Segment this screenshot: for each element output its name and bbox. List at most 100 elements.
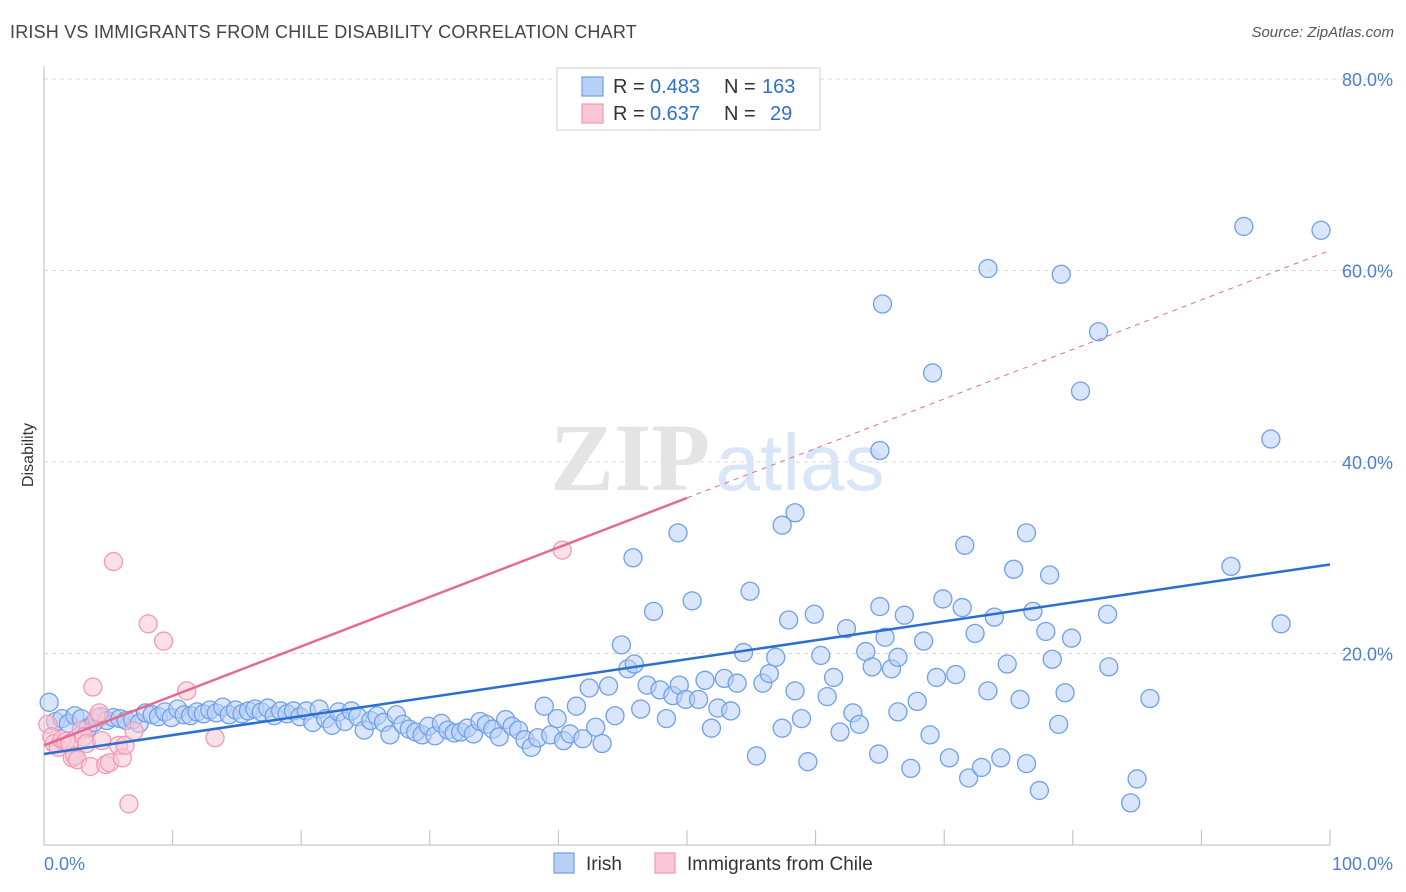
irish-point (1003, 559, 1024, 579)
irish-point (875, 627, 895, 647)
irish-point (1121, 793, 1141, 813)
irish-point (772, 515, 792, 535)
irish-point (380, 725, 400, 745)
irish-point (39, 692, 59, 712)
irish-point (772, 718, 792, 738)
irish-series (39, 216, 1331, 813)
legend-r-label-chile: R = (613, 103, 645, 125)
irish-point (573, 729, 593, 749)
irish-point (624, 654, 644, 674)
irish-point (952, 597, 972, 618)
irish-point (623, 548, 643, 568)
irish-point (978, 681, 998, 701)
irish-point (746, 746, 767, 766)
irish-point (971, 757, 992, 778)
irish-point (1049, 714, 1069, 735)
chile-point (153, 631, 174, 651)
irish-point (668, 523, 688, 543)
irish-point (688, 689, 709, 710)
irish-point (566, 696, 587, 716)
irish-point (817, 686, 837, 707)
irish-point (1127, 769, 1147, 789)
legend-r-chile: 0.637 (650, 103, 700, 125)
irish-point (849, 714, 869, 735)
legend-n-irish: 163 (762, 76, 795, 98)
chile-point (103, 551, 124, 572)
irish-point (598, 676, 619, 696)
irish-point (1261, 429, 1281, 449)
irish-point (695, 670, 715, 690)
chile-point (119, 794, 139, 814)
grid-lines (44, 78, 1393, 654)
chile-trend-line-extension (686, 249, 1331, 499)
irish-point (1016, 753, 1037, 774)
irish-point (1051, 264, 1071, 284)
irish-point (1221, 556, 1241, 577)
legend-n-label-chile: N = (724, 103, 756, 125)
irish-point (868, 744, 889, 764)
irish-point (1055, 683, 1075, 703)
legend-r-irish: 0.483 (650, 76, 700, 98)
irish-point (766, 647, 786, 667)
irish-point (1070, 381, 1091, 401)
irish-point (721, 701, 741, 721)
irish-point (643, 601, 664, 622)
irish-point (1099, 657, 1119, 677)
irish-point (984, 607, 1005, 627)
legend-swatch-chile (581, 103, 604, 124)
irish-point (547, 708, 567, 729)
irish-point (579, 678, 599, 698)
irish-point (534, 696, 554, 716)
irish-point (1042, 649, 1062, 669)
correlation-legend: R = 0.483 N = 163 R = 0.637 N = 29 (556, 67, 821, 131)
irish-point (958, 768, 979, 788)
irish-point (1097, 604, 1118, 624)
legend-n-label-irish: N = (724, 76, 756, 98)
irish-point (907, 691, 927, 712)
irish-point (785, 503, 805, 523)
irish-point (811, 645, 831, 666)
irish-point (955, 535, 975, 555)
irish-point (611, 635, 632, 655)
irish-point (926, 667, 947, 688)
irish-point (888, 647, 908, 667)
irish-point (656, 708, 677, 729)
legend-swatch-irish (581, 76, 604, 97)
irish-point (991, 748, 1011, 768)
irish-point (759, 663, 779, 684)
irish-point (939, 748, 959, 768)
bottom-legend-irish: Irish (586, 854, 622, 875)
irish-point (978, 258, 998, 279)
legend-r-label-irish: R = (613, 76, 645, 98)
irish-point (965, 623, 985, 644)
watermark: ZIP atlas (550, 404, 885, 511)
irish-point (872, 294, 893, 314)
source-label: Source: ZipAtlas.com (1251, 24, 1394, 41)
irish-point (701, 718, 722, 738)
irish-point (933, 589, 953, 609)
chile-series (38, 540, 572, 814)
irish-point (1061, 628, 1082, 648)
irish-point (901, 758, 921, 779)
irish-point (1010, 689, 1030, 710)
irish-point (1234, 216, 1254, 237)
irish-point (836, 618, 857, 639)
irish-point (631, 699, 651, 719)
irish-point (592, 733, 612, 754)
irish-trend-line (43, 563, 1331, 756)
irish-point (913, 631, 934, 651)
x-tick-label-max: 100.0% (1332, 854, 1393, 874)
irish-point (798, 752, 818, 772)
irish-point (1016, 523, 1037, 543)
irish-point (682, 591, 702, 611)
irish-point (1040, 565, 1060, 585)
irish-point (740, 581, 760, 601)
irish-point (894, 605, 914, 625)
y-axis-title: Disability (20, 423, 37, 487)
legend-n-chile: 29 (770, 103, 792, 125)
irish-point (862, 657, 882, 677)
y-tick-label: 80.0% (1342, 70, 1393, 90)
bottom-legend-swatch-irish (553, 852, 575, 874)
bottom-legend-chile: Immigrants from Chile (687, 854, 873, 875)
